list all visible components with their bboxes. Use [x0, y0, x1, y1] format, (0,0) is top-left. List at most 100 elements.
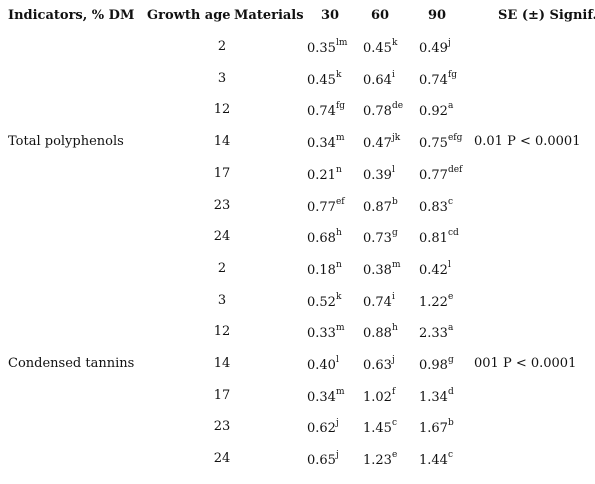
significance-letter: l — [391, 164, 395, 175]
value-cell-90: 0.42l — [419, 260, 451, 278]
value: 0.83 — [419, 200, 448, 215]
header-materials: Materials — [234, 8, 304, 23]
value-cell-60: 0.38m — [363, 259, 401, 278]
header-day-90: 90 — [428, 8, 447, 23]
value-cell-90: 0.77def — [419, 164, 463, 183]
material-cell: 14 — [213, 356, 231, 371]
value-cell-60: 1.45c — [363, 418, 397, 436]
value-cell-30: 0.21n — [307, 164, 342, 183]
value: 0.40 — [307, 358, 336, 373]
header-se-signif: SE (±) Signif. — [498, 8, 595, 23]
header-indicators: Indicators, % DM — [8, 8, 135, 23]
value: 1.67 — [419, 421, 448, 436]
material-cell: 2 — [217, 39, 227, 54]
significance-letter: m — [391, 259, 401, 270]
significance-letter: b — [391, 196, 398, 207]
value-cell-60: 0.87b — [363, 196, 398, 215]
significance-letter: g — [391, 227, 398, 238]
value-cell-30: 0.33m — [307, 322, 345, 341]
value: 0.34 — [307, 390, 336, 405]
value: 1.34 — [419, 390, 448, 405]
value: 0.77 — [307, 200, 336, 215]
significance-letter: g — [447, 354, 454, 365]
value: 0.33 — [307, 326, 336, 341]
significance-letter: fg — [335, 100, 346, 111]
value: 0.39 — [363, 168, 392, 183]
significance-letter: m — [335, 386, 345, 397]
significance-letter: n — [335, 164, 342, 175]
value-cell-90: 1.67b — [419, 417, 454, 436]
value: 0.42 — [419, 263, 448, 278]
value: 0.52 — [307, 295, 336, 310]
value-cell-30: 0.74fg — [307, 100, 346, 119]
value-cell-90: 0.81cd — [419, 227, 459, 246]
value-cell-30: 0.34m — [307, 132, 345, 151]
value: 0.88 — [363, 326, 392, 341]
significance-letter: j — [335, 417, 339, 428]
value: 1.45 — [363, 421, 392, 436]
significance-letter: n — [335, 259, 342, 270]
significance-letter: h — [391, 322, 398, 333]
significance-letter: a — [447, 100, 454, 111]
material-cell: 24 — [213, 451, 231, 466]
value: 0.75 — [419, 136, 448, 151]
significance-letter: a — [447, 322, 454, 333]
value: 0.35 — [307, 41, 336, 56]
value-cell-30: 0.52k — [307, 291, 342, 310]
value-cell-30: 0.65j — [307, 450, 339, 468]
value-cell-60: 0.73g — [363, 227, 398, 246]
material-cell: 2 — [217, 261, 227, 276]
value-cell-60: 0.74i — [363, 291, 395, 310]
significance-letter: i — [391, 69, 395, 80]
value: 0.87 — [363, 200, 392, 215]
value-cell-90: 0.92a — [419, 100, 454, 119]
value-cell-60: 0.45k — [363, 38, 397, 56]
significance-letter: f — [391, 386, 396, 397]
value: 0.78 — [363, 104, 392, 119]
significance-letter: h — [335, 227, 342, 238]
significance-letter: efg — [447, 132, 463, 143]
value: 2.33 — [419, 326, 448, 341]
value: 0.49 — [419, 41, 448, 56]
value-cell-30: 0.18n — [307, 259, 342, 278]
significance-letter: def — [447, 164, 463, 175]
significance-letter: k — [335, 291, 342, 302]
value: 0.21 — [307, 168, 336, 183]
significance-letter: m — [335, 322, 345, 333]
significance-letter: b — [447, 417, 454, 428]
value: 0.63 — [363, 358, 392, 373]
value-cell-60: 0.78de — [363, 101, 403, 119]
significance-letter: k — [335, 69, 342, 80]
se-signif-value: 0.01 P < 0.0001 — [474, 134, 581, 149]
value-cell-60: 1.02f — [363, 386, 396, 405]
value-cell-60: 0.88h — [363, 322, 398, 341]
value: 0.18 — [307, 263, 336, 278]
significance-letter: d — [447, 386, 454, 397]
value: 0.73 — [363, 231, 392, 246]
value: 0.62 — [307, 421, 336, 436]
value-cell-90: 1.34d — [419, 386, 454, 405]
value: 0.47 — [363, 136, 392, 151]
value-cell-60: 0.47jk — [363, 133, 400, 151]
value-cell-90: 1.22e — [419, 291, 454, 310]
material-cell: 3 — [217, 293, 227, 308]
significance-letter: ef — [335, 196, 345, 207]
value-cell-90: 1.44c — [419, 450, 453, 468]
header-day-60: 60 — [371, 8, 390, 23]
significance-letter: i — [391, 291, 395, 302]
value: 0.34 — [307, 136, 336, 151]
material-cell: 12 — [213, 324, 231, 339]
value-cell-90: 2.33a — [419, 322, 454, 341]
value: 0.64 — [363, 73, 392, 88]
value: 0.38 — [363, 263, 392, 278]
material-cell: 23 — [213, 419, 231, 434]
significance-letter: e — [447, 291, 454, 302]
value-cell-30: 0.34m — [307, 386, 345, 405]
significance-letter: m — [335, 132, 345, 143]
significance-letter: j — [391, 354, 395, 365]
value-cell-30: 0.62j — [307, 417, 339, 436]
value: 0.77 — [419, 168, 448, 183]
significance-letter: cd — [447, 227, 459, 238]
material-cell: 23 — [213, 198, 231, 213]
material-cell: 3 — [217, 71, 227, 86]
